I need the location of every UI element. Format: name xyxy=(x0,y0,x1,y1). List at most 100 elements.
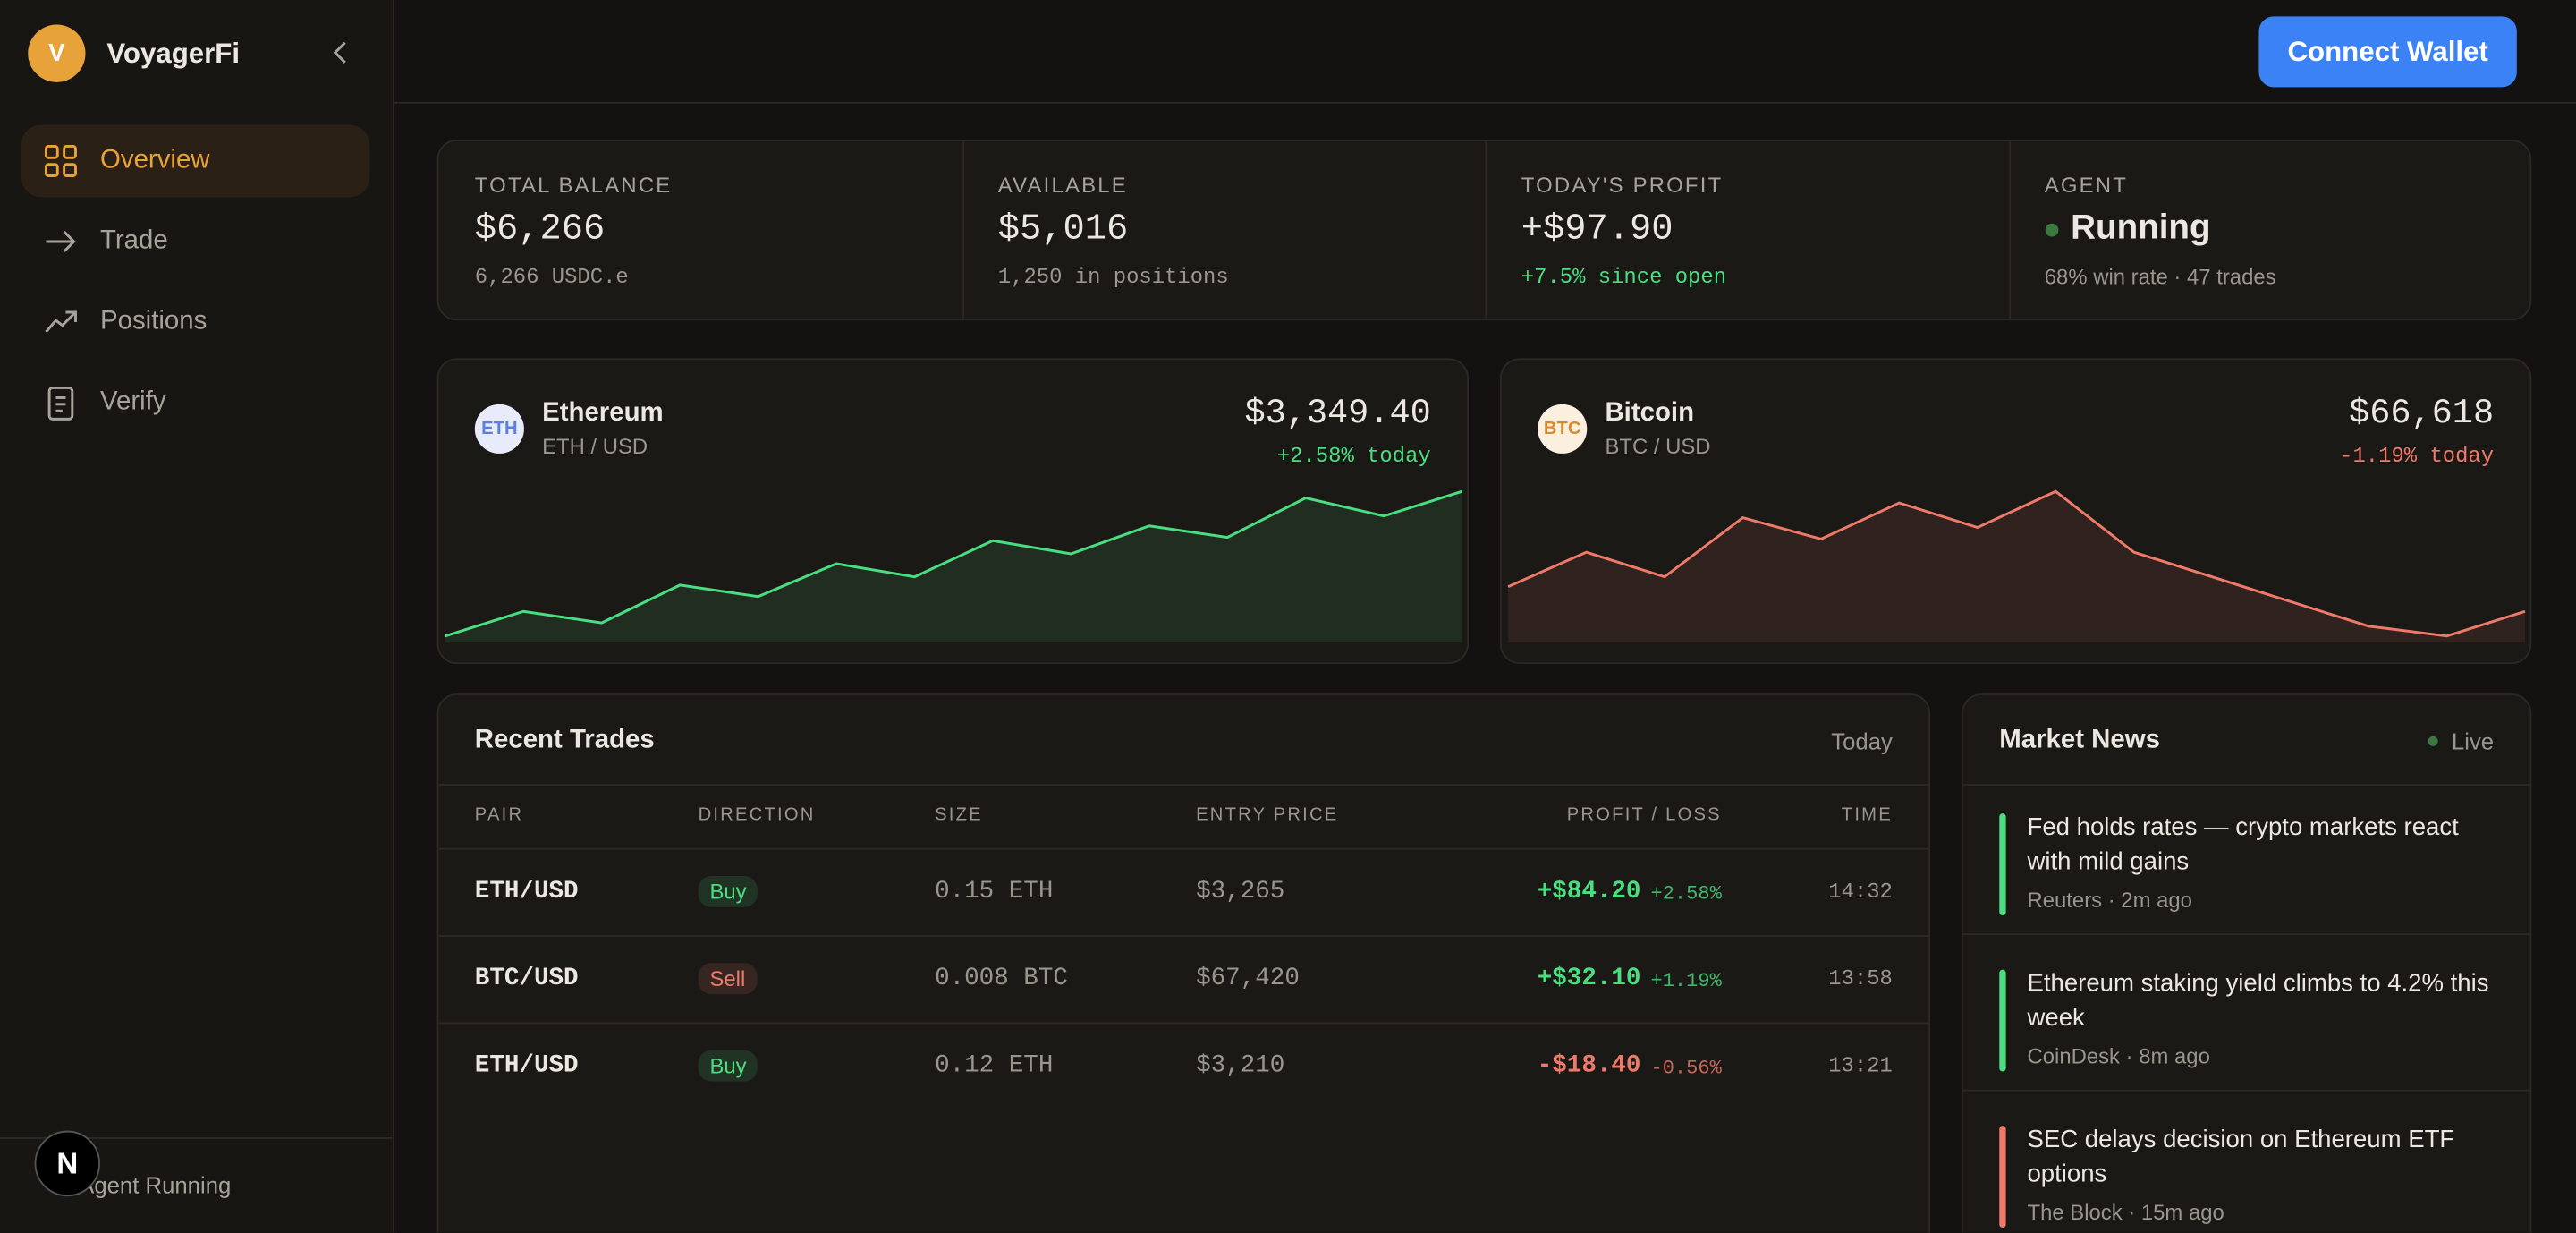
divider xyxy=(1962,1089,2530,1092)
news-accent xyxy=(1999,1126,2006,1229)
news-headline[interactable]: Fed holds rates — crypto markets react w… xyxy=(2027,813,2459,876)
live-status: Live xyxy=(2451,727,2495,755)
stat-sub: 6,266 USDC.e xyxy=(474,264,629,290)
news-headline[interactable]: SEC delays decision on Ethereum ETF opti… xyxy=(2027,1126,2455,1188)
brand-name: VoyagerFi xyxy=(106,38,241,70)
stat-label: TOTAL BALANCE xyxy=(474,172,673,198)
dev-badge[interactable]: N xyxy=(34,1130,101,1197)
pnl-pct: +1.19% xyxy=(1650,969,1722,993)
row-divider xyxy=(438,784,1929,786)
coin-price: $3,349.40 xyxy=(1244,395,1431,434)
divider xyxy=(0,1136,393,1139)
market-card: BTC Bitcoin BTC / USD $66,618 -1.19% today xyxy=(1499,358,2532,665)
direction-badge: Sell xyxy=(698,963,758,995)
nav-icon xyxy=(46,230,76,253)
sparkline-area xyxy=(1508,491,2526,643)
entry-price: $67,420 xyxy=(1196,965,1300,993)
stat-label: TODAY'S PROFIT xyxy=(1521,172,1724,198)
size: 0.12 ETH xyxy=(935,1051,1054,1080)
pnl: +$84.20 xyxy=(1537,877,1641,906)
divider xyxy=(1962,933,2530,936)
nav-item[interactable]: Overview xyxy=(100,146,210,174)
row-divider xyxy=(438,1022,1929,1025)
period: Today xyxy=(1831,727,1893,755)
column-header: PAIR xyxy=(474,804,524,826)
stat-value: $6,266 xyxy=(474,208,606,251)
trades-card: Recent Trades Today PAIR DIRECTION SIZE ENTRY… xyxy=(436,693,1931,1233)
news-card: Market News Live Fed holds rates — crypto … xyxy=(1962,693,2532,1233)
coin-icon: ETH xyxy=(474,404,524,454)
brand-logo: V xyxy=(28,24,86,82)
stat-sub: 68% win rate · 47 trades xyxy=(2044,264,2276,290)
nav-item[interactable]: Trade xyxy=(100,226,168,255)
nav-icon xyxy=(47,386,74,421)
pair: ETH/USD xyxy=(474,1051,579,1080)
sparkline xyxy=(445,489,1463,643)
nav-icon xyxy=(45,310,77,333)
stat-label: AVAILABLE xyxy=(997,172,1128,198)
news-accent xyxy=(1999,969,2006,1072)
pnl: +$32.10 xyxy=(1537,965,1641,993)
live-dot xyxy=(2428,736,2438,746)
news-source: Reuters · 2m ago xyxy=(2027,887,2192,913)
sparkline-area xyxy=(445,491,1462,643)
size: 0.15 ETH xyxy=(935,877,1054,906)
card-title: Market News xyxy=(1999,726,2160,755)
stat-value: +$97.90 xyxy=(1521,208,1674,251)
card-title: Recent Trades xyxy=(474,726,655,755)
coin-name: Ethereum xyxy=(542,399,664,428)
nav-active-bg xyxy=(21,124,370,198)
column-header: TIME xyxy=(1841,804,1893,826)
news-headline[interactable]: Ethereum staking yield climbs to 4.2% th… xyxy=(2027,969,2489,1033)
time: 13:21 xyxy=(1828,1053,1893,1078)
direction-badge: Buy xyxy=(698,875,758,907)
coin-change: +2.58% today xyxy=(1276,443,1431,469)
column-header: PROFIT / LOSS xyxy=(1566,804,1722,826)
header-border xyxy=(394,101,2576,104)
direction-badge: Buy xyxy=(698,1050,758,1082)
sidebar xyxy=(0,0,394,1233)
divider xyxy=(962,140,964,319)
entry-price: $3,210 xyxy=(1196,1051,1285,1080)
coin-name: Bitcoin xyxy=(1605,399,1695,428)
entry-price: $3,265 xyxy=(1196,877,1285,906)
coin-icon: BTC xyxy=(1538,404,1588,454)
stat-value: Running xyxy=(2071,208,2211,247)
stat-sub: +7.5% since open xyxy=(1521,264,1727,290)
market-card: ETH Ethereum ETH / USD $3,349.40 +2.58% toda… xyxy=(436,358,1470,665)
stats-card: TOTAL BALANCE $6,266 6,266 USDC.e AVAILABLE… xyxy=(436,140,2532,321)
coin-pair: ETH / USD xyxy=(542,433,648,459)
pair: BTC/USD xyxy=(474,965,579,993)
pair: ETH/USD xyxy=(474,877,579,906)
pnl: -$18.40 xyxy=(1537,1051,1641,1080)
news-source: CoinDesk · 8m ago xyxy=(2027,1043,2210,1068)
size: 0.008 BTC xyxy=(935,965,1068,993)
connect-wallet-button[interactable]: Connect Wallet xyxy=(2258,16,2517,88)
nav-item[interactable]: Positions xyxy=(100,307,208,336)
status-dot xyxy=(2044,223,2058,237)
coin-change: -1.19% today xyxy=(2340,443,2495,469)
collapse-button[interactable] xyxy=(328,39,352,65)
row-divider xyxy=(438,847,1929,850)
stat-value: $5,016 xyxy=(997,208,1129,251)
column-header: DIRECTION xyxy=(698,804,816,826)
divider xyxy=(1485,140,1487,319)
sparkline-line xyxy=(445,489,1463,638)
news-accent xyxy=(1999,813,2006,916)
column-header: SIZE xyxy=(935,804,983,826)
news-source: The Block · 15m ago xyxy=(2027,1199,2224,1225)
coin-pair: BTC / USD xyxy=(1605,433,1711,459)
row-divider xyxy=(438,935,1929,937)
coin-price: $66,618 xyxy=(2349,395,2495,434)
pnl-pct: +2.58% xyxy=(1650,882,1722,906)
time: 14:32 xyxy=(1828,879,1893,905)
nav-item[interactable]: Verify xyxy=(100,387,166,416)
divider xyxy=(2008,140,2011,319)
agent-status: Agent Running xyxy=(79,1171,232,1198)
column-header: ENTRY PRICE xyxy=(1196,804,1339,826)
pnl-pct: -0.56% xyxy=(1650,1056,1722,1080)
time: 13:58 xyxy=(1828,965,1893,991)
stat-label: AGENT xyxy=(2044,172,2129,198)
sparkline-line xyxy=(1507,489,2526,638)
